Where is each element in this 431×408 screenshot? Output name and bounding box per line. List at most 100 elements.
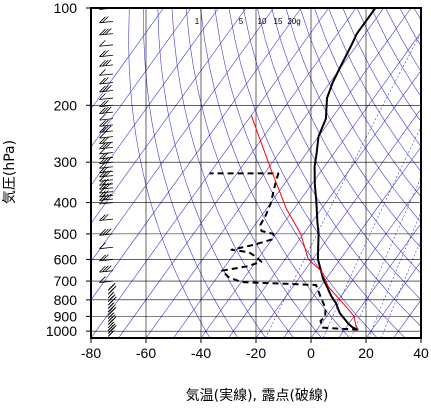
wind-barb-feather	[99, 214, 106, 221]
wind-barb-feather	[99, 174, 106, 182]
wind-barb-feather	[102, 190, 109, 197]
mixing-ratio-line	[322, 125, 421, 338]
wind-barb-feather	[102, 28, 109, 36]
mixing-ratio-line	[380, 238, 421, 338]
wind-barb-feather	[102, 119, 109, 127]
y-tick-label: 400	[54, 195, 78, 211]
wind-barb-feather	[107, 312, 115, 319]
x-tick-label: -40	[191, 345, 211, 361]
dry-adiabat-line	[285, 8, 421, 249]
isotherm-line	[91, 8, 302, 301]
temperature-line	[313, 8, 377, 331]
wind-barb-feather	[104, 265, 112, 272]
y-tick-label: 900	[54, 308, 78, 324]
wind-barb-feather	[102, 193, 109, 201]
wind-barb-feather	[99, 170, 106, 178]
wind-barb-feather	[104, 141, 112, 149]
wind-barb-feather	[99, 186, 106, 194]
dry-adiabat-line	[399, 8, 421, 47]
wind-barb-feather	[107, 302, 115, 309]
wind-barb-staff	[99, 161, 114, 165]
y-tick-label: 1000	[46, 323, 77, 339]
dry-adiabat-line	[214, 8, 378, 338]
wind-barb-feather	[99, 178, 106, 186]
y-tick-label: 600	[54, 251, 78, 267]
wind-barb-feather	[104, 106, 112, 114]
wind-barb-feather	[99, 85, 106, 93]
wind-barbs	[99, 8, 117, 337]
dry-adiabat-line	[185, 8, 322, 338]
wind-barb-feather	[102, 157, 109, 164]
wind-barb-feather	[99, 126, 106, 133]
wind-barb-feather	[102, 125, 109, 133]
wind-barb-feather	[104, 156, 112, 164]
wind-barb-staff	[99, 136, 114, 139]
mixing-ratio-line	[265, 32, 421, 338]
wind-barb-staff	[99, 33, 114, 36]
wind-barb-feather	[104, 28, 112, 35]
parcel-line	[250, 115, 359, 330]
wind-barb-feather	[102, 59, 109, 67]
wind-barb-feather	[109, 325, 117, 332]
wind-barb-staff	[99, 104, 114, 108]
x-tick-label: 0	[307, 345, 315, 361]
wind-barb-feather	[99, 197, 106, 205]
wind-barb-feather	[99, 131, 106, 139]
wind-barb-feather	[102, 85, 109, 92]
dry-adiabat-line	[271, 8, 421, 275]
wind-barb-feather	[102, 50, 109, 57]
wind-barb-feather	[99, 161, 106, 169]
dewpoint-line	[209, 172, 359, 331]
wind-barb-feather	[102, 77, 109, 84]
dry-adiabat-line	[342, 8, 421, 148]
wind-barb-feather	[104, 182, 112, 189]
dry-adiabat-line	[257, 8, 421, 301]
isotherm-line	[91, 8, 164, 110]
wind-barb-feather	[99, 93, 106, 100]
wind-barb-feather	[99, 229, 106, 236]
wind-barb-staff	[99, 233, 114, 236]
wind-barb-feather	[99, 16, 106, 24]
wind-barb-feather	[102, 136, 109, 144]
y-tick-label: 100	[54, 0, 78, 16]
wind-barb-feather	[102, 265, 109, 273]
wind-barb-feather	[104, 85, 112, 92]
dry-adiabat-line	[242, 8, 421, 327]
wind-barb-feather	[109, 296, 117, 304]
wind-barb-feather	[102, 142, 109, 149]
isotherm-line	[200, 31, 421, 338]
grid-lines	[91, 8, 421, 338]
isotherm-line	[91, 8, 219, 186]
wind-barb-staff	[99, 246, 114, 250]
y-axis-label: 気圧(hPa)	[2, 140, 18, 204]
wind-barb-staff	[99, 166, 114, 169]
isotherm-line	[338, 222, 421, 338]
x-axis-label: 気温(実線), 露点(破線)	[186, 388, 329, 404]
wind-barb-staff	[99, 202, 114, 205]
wind-barb-feather	[109, 306, 117, 314]
dry-adiabat-line	[328, 8, 421, 173]
x-tick-label: -60	[136, 345, 156, 361]
isotherm-line	[283, 146, 421, 338]
isotherm-line	[91, 8, 247, 224]
isotherm-line	[365, 261, 421, 338]
mixing-ratio-label: 1	[195, 17, 200, 26]
dry-adiabat-line	[200, 8, 350, 338]
wind-barb-feather	[99, 242, 106, 249]
wind-barb-staff	[99, 82, 114, 85]
mixing-ratio-labels: 1 5 10 15 20g	[195, 17, 301, 26]
wind-barb-feather	[109, 316, 117, 323]
wind-barb-staff	[99, 218, 114, 221]
wind-barb-feather	[107, 330, 115, 337]
wind-barb-staff	[99, 152, 114, 155]
isotherm-line	[91, 8, 274, 263]
wind-barb-feather	[99, 60, 106, 67]
wind-barb-feather	[102, 16, 109, 23]
isotherm-line	[145, 8, 384, 338]
wind-barb-feather	[107, 321, 115, 329]
dry-adiabat-line	[143, 8, 239, 338]
wind-barb-feather	[102, 213, 109, 221]
isotherm-line	[310, 184, 421, 338]
dry-adiabat-line	[314, 8, 421, 198]
wind-barb-feather	[99, 254, 106, 262]
